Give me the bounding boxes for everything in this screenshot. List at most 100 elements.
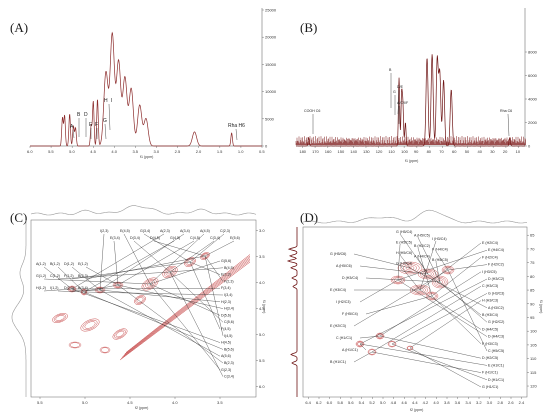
contour-peak [80, 318, 100, 332]
cross-peak-label: G(5,6) [221, 259, 231, 263]
cross-peak-label: I(4,5) [224, 334, 232, 338]
cross-peak-leader [417, 247, 433, 297]
cross-peak-label: F (H2/C2) [488, 263, 504, 267]
cross-peak-leader [169, 271, 224, 377]
diagonal-ridge [121, 260, 251, 359]
contour-peak [112, 328, 128, 340]
cross-peak-label: G(4,5) [170, 236, 180, 240]
x-tick-label: 5.8 [337, 400, 343, 405]
cross-peak-leader [447, 269, 488, 352]
peak-label-e: E [89, 122, 93, 128]
x-tick-label: 5.2 [369, 400, 375, 405]
cross-peak-leader [431, 257, 482, 297]
x-tick-label: 70 [439, 149, 444, 154]
x-tick-label: 6.2 [316, 400, 322, 405]
cross-peak-leader [71, 288, 221, 290]
x-tick-label: 2.8 [497, 400, 503, 405]
cross-peak-label: A (H3/C2) [488, 306, 504, 310]
peak-label-f: F [95, 122, 98, 128]
contour-peak [114, 329, 126, 339]
cross-peak-leader [399, 254, 411, 269]
cross-peak-leader [85, 284, 119, 292]
panel-c-contours [52, 252, 251, 361]
contour-peak [70, 342, 80, 348]
cross-peak-leader [169, 271, 224, 323]
cross-peak-leader [71, 288, 221, 343]
y-tick-label: 6000 [528, 73, 538, 78]
cross-peak-leader [359, 278, 488, 345]
contour-peak [99, 346, 111, 354]
cross-peak-label: F (H3/C3) [482, 342, 498, 346]
cross-peak-label: E(2,3) [221, 273, 231, 277]
cross-peak-leader [149, 233, 205, 285]
y-tick-label: 4.0 [259, 280, 265, 285]
cross-peak-leader [409, 347, 482, 388]
diagonal-ridge [124, 255, 251, 355]
y-tick-label: 3.5 [259, 254, 265, 259]
cross-peak-label: G(2,3) [221, 368, 231, 372]
peak-label-g: G [103, 118, 107, 124]
cross-peak-label: I(2,3) [100, 229, 108, 233]
cross-peak-leader [397, 250, 488, 281]
cross-peak-label: C(1,2) [50, 274, 60, 278]
peak-label-i: I [111, 98, 112, 104]
cross-peak-leader [143, 233, 191, 263]
x-tick-label: 5.5 [48, 149, 54, 154]
cross-peak-label: D (H4/C5) [482, 327, 498, 331]
x-tick-label: 6.0 [327, 400, 333, 405]
panel-label-b: (B) [300, 20, 317, 35]
cross-peak-label: H (H5/C6) [396, 251, 412, 255]
x-tick-label: 6.4 [305, 400, 311, 405]
cross-peak-label: A(4,5) [200, 229, 210, 233]
x-tick-label: 30 [490, 149, 495, 154]
cross-peak-label: F (H4/C4) [432, 248, 448, 252]
x-tick-label: 3.5 [217, 400, 223, 405]
contour-peak [377, 334, 383, 338]
contour-peak [52, 313, 68, 323]
x-tick-label: 150 [338, 149, 345, 154]
x-tick-label: 5.5 [37, 400, 43, 405]
contour-peak [387, 340, 397, 348]
y-tick-label: 20000 [265, 35, 277, 40]
cross-peak-leader [189, 261, 221, 330]
y-tick-label: 85 [530, 288, 535, 293]
cross-peak-label: A(3,4) [180, 229, 190, 233]
y-tick-label: 10000 [265, 89, 277, 94]
cross-peak-leader [359, 343, 367, 351]
cross-peak-leader [71, 266, 101, 291]
cross-peak-label: F (H1/C1) [482, 371, 498, 375]
cross-peak-leader [417, 258, 429, 275]
cross-peak-label: E (H5/C5) [396, 241, 412, 245]
cross-peak-label: C(2,3) [220, 229, 230, 233]
y-tick-label: 5.0 [259, 332, 265, 337]
cross-peak-label: E(5,6) [230, 236, 240, 240]
cross-peak-label: G (H4/C4) [396, 262, 412, 266]
cross-peak-label: D(4,5) [150, 236, 160, 240]
contour-peak [357, 342, 363, 346]
contour-peak [427, 292, 437, 300]
x-tick-label: 100 [401, 149, 408, 154]
x-tick-label: 160 [325, 149, 332, 154]
cross-peak-label: H(1,2) [36, 286, 46, 290]
cross-peak-label: B (H2/C2) [414, 244, 430, 248]
diagonal-ridge [125, 254, 251, 353]
cross-peak-leader [399, 265, 421, 291]
y-tick-label: 6.0 [259, 384, 265, 389]
contour-peak [424, 272, 432, 276]
contour-peak [431, 275, 449, 289]
cross-peak-label: C(4,5) [190, 236, 200, 240]
x-tick-label: 80 [427, 149, 432, 154]
contour-peak [355, 340, 365, 348]
y-tick-label: 8000 [528, 50, 538, 55]
cross-peak-leader [83, 240, 175, 293]
contour-peak [367, 348, 377, 356]
cross-peak-label: C(3,4) [224, 375, 234, 379]
x-tick-label: 110 [388, 149, 395, 154]
y-tick-label: 3.0 [259, 228, 265, 233]
diagonal-ridge [122, 258, 251, 358]
contour-peak [403, 264, 417, 272]
cross-peak-label: H(3,4) [224, 307, 234, 311]
cross-peak-label: A (H5/C6) [336, 264, 352, 268]
cross-peak-leader [359, 265, 429, 275]
y-tick-label: 25000 [265, 8, 277, 13]
